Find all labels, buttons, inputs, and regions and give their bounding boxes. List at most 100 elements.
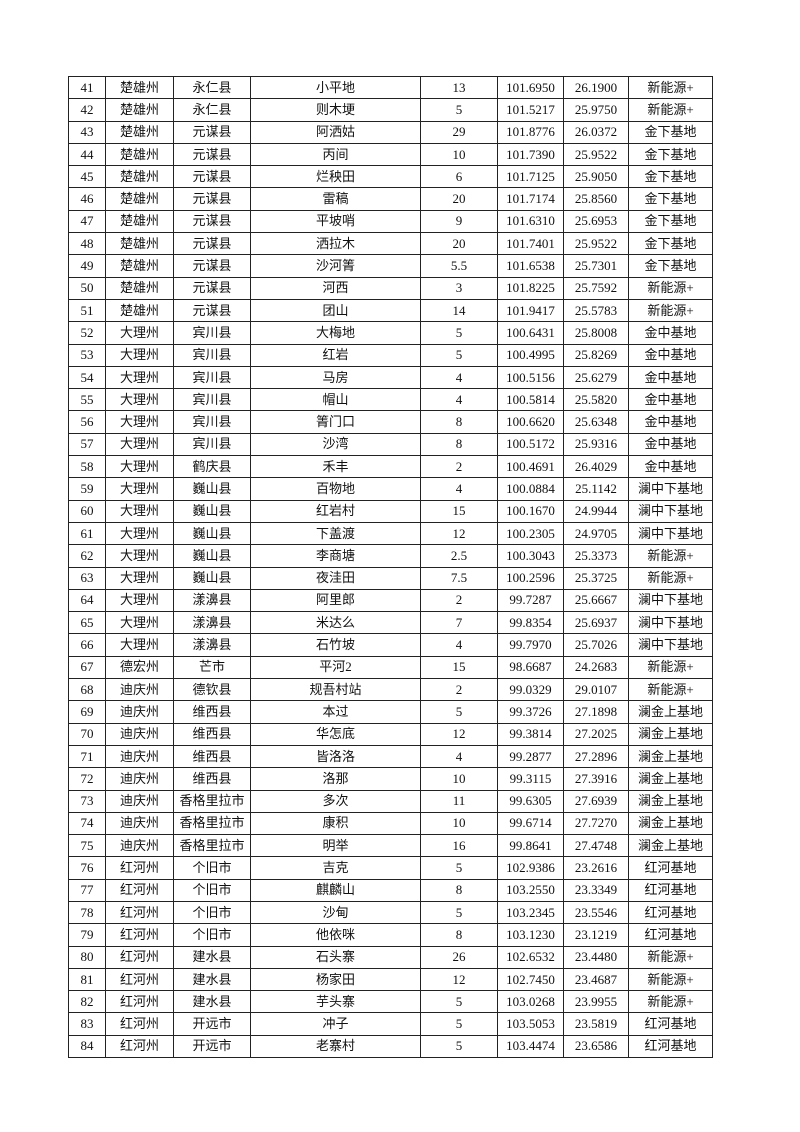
base-type: 新能源+	[628, 967, 713, 992]
site-name: 则木埂	[250, 98, 421, 122]
site-name: 杨家田	[250, 967, 421, 992]
prefecture: 迪庆州	[105, 789, 174, 813]
capacity: 15	[420, 655, 498, 680]
site-name: 河西	[250, 276, 421, 300]
county: 建水县	[173, 967, 251, 992]
site-name: 帽山	[250, 388, 421, 412]
site-name: 李商塘	[250, 544, 421, 568]
prefecture: 迪庆州	[105, 744, 174, 769]
row-number: 54	[68, 365, 106, 390]
county: 维西县	[173, 767, 251, 791]
latitude: 23.5546	[563, 900, 629, 925]
row-number: 61	[68, 521, 106, 546]
site-name: 团山	[250, 298, 421, 323]
base-type: 金下基地	[628, 165, 713, 189]
latitude: 24.2683	[563, 655, 629, 680]
prefecture: 大理州	[105, 477, 174, 501]
county: 个旧市	[173, 923, 251, 947]
site-name: 康积	[250, 811, 421, 836]
capacity: 8	[420, 923, 498, 947]
base-type: 澜中下基地	[628, 499, 713, 523]
county: 巍山县	[173, 499, 251, 523]
capacity: 4	[420, 477, 498, 501]
latitude: 24.9944	[563, 499, 629, 523]
table-row: 47 楚雄州 元谋县 平坡哨 9 101.6310 25.6953 金下基地	[68, 209, 713, 234]
table-row: 82 红河州 建水县 芋头寨 5 103.0268 23.9955 新能源+	[68, 990, 713, 1014]
table-row: 43 楚雄州 元谋县 阿洒姑 29 101.8776 26.0372 金下基地	[68, 120, 713, 144]
capacity: 5	[420, 856, 498, 880]
site-name: 夜洼田	[250, 566, 421, 590]
county: 建水县	[173, 945, 251, 969]
prefecture: 大理州	[105, 343, 174, 367]
county: 宾川县	[173, 343, 251, 367]
site-name: 华怎底	[250, 722, 421, 746]
site-name: 石头寨	[250, 945, 421, 969]
county: 开远市	[173, 1034, 251, 1059]
latitude: 27.4748	[563, 834, 629, 858]
table-row: 80 红河州 建水县 石头寨 26 102.6532 23.4480 新能源+	[68, 945, 713, 969]
longitude: 101.5217	[497, 98, 564, 122]
capacity: 5	[420, 990, 498, 1014]
capacity: 4	[420, 365, 498, 390]
prefecture: 大理州	[105, 321, 174, 345]
prefecture: 楚雄州	[105, 120, 174, 144]
latitude: 23.3349	[563, 878, 629, 902]
longitude: 99.6305	[497, 789, 564, 813]
county: 宾川县	[173, 388, 251, 412]
longitude: 99.3814	[497, 722, 564, 746]
base-type: 金中基地	[628, 455, 713, 479]
row-number: 84	[68, 1034, 106, 1059]
row-number: 75	[68, 834, 106, 858]
county: 元谋县	[173, 298, 251, 323]
base-type: 新能源+	[628, 678, 713, 702]
table-row: 64 大理州 漾濞县 阿里郎 2 99.7287 25.6667 澜中下基地	[68, 588, 713, 613]
prefecture: 大理州	[105, 410, 174, 434]
capacity: 10	[420, 811, 498, 836]
longitude: 99.7287	[497, 588, 564, 613]
latitude: 27.2896	[563, 744, 629, 769]
base-type: 红河基地	[628, 923, 713, 947]
site-name: 雷稿	[250, 187, 421, 211]
prefecture: 楚雄州	[105, 209, 174, 234]
prefecture: 楚雄州	[105, 254, 174, 278]
county: 个旧市	[173, 900, 251, 925]
site-name: 阿洒姑	[250, 120, 421, 144]
prefecture: 迪庆州	[105, 811, 174, 836]
capacity: 7.5	[420, 566, 498, 590]
longitude: 103.4474	[497, 1034, 564, 1059]
site-name: 下盖渡	[250, 521, 421, 546]
prefecture: 大理州	[105, 588, 174, 613]
table-row: 66 大理州 漾濞县 石竹坡 4 99.7970 25.7026 澜中下基地	[68, 633, 713, 657]
site-name: 烂秧田	[250, 165, 421, 189]
latitude: 25.6953	[563, 209, 629, 234]
site-name: 沙甸	[250, 900, 421, 925]
longitude: 100.5156	[497, 365, 564, 390]
county: 元谋县	[173, 165, 251, 189]
prefecture: 楚雄州	[105, 165, 174, 189]
capacity: 8	[420, 410, 498, 434]
capacity: 5	[420, 700, 498, 724]
site-name: 沙湾	[250, 432, 421, 457]
row-number: 48	[68, 232, 106, 256]
prefecture: 大理州	[105, 633, 174, 657]
longitude: 100.1670	[497, 499, 564, 523]
prefecture: 红河州	[105, 878, 174, 902]
site-name: 平坡哨	[250, 209, 421, 234]
prefecture: 迪庆州	[105, 767, 174, 791]
site-name: 皆洛洛	[250, 744, 421, 769]
base-type: 澜中下基地	[628, 588, 713, 613]
base-type: 新能源+	[628, 655, 713, 680]
base-type: 澜金上基地	[628, 722, 713, 746]
base-type: 金中基地	[628, 388, 713, 412]
base-type: 新能源+	[628, 75, 713, 100]
longitude: 100.4691	[497, 455, 564, 479]
capacity: 12	[420, 967, 498, 992]
site-name: 多次	[250, 789, 421, 813]
longitude: 103.0268	[497, 990, 564, 1014]
longitude: 99.2877	[497, 744, 564, 769]
row-number: 53	[68, 343, 106, 367]
base-type: 金下基地	[628, 254, 713, 278]
longitude: 100.2596	[497, 566, 564, 590]
base-type: 金中基地	[628, 432, 713, 457]
capacity: 4	[420, 744, 498, 769]
